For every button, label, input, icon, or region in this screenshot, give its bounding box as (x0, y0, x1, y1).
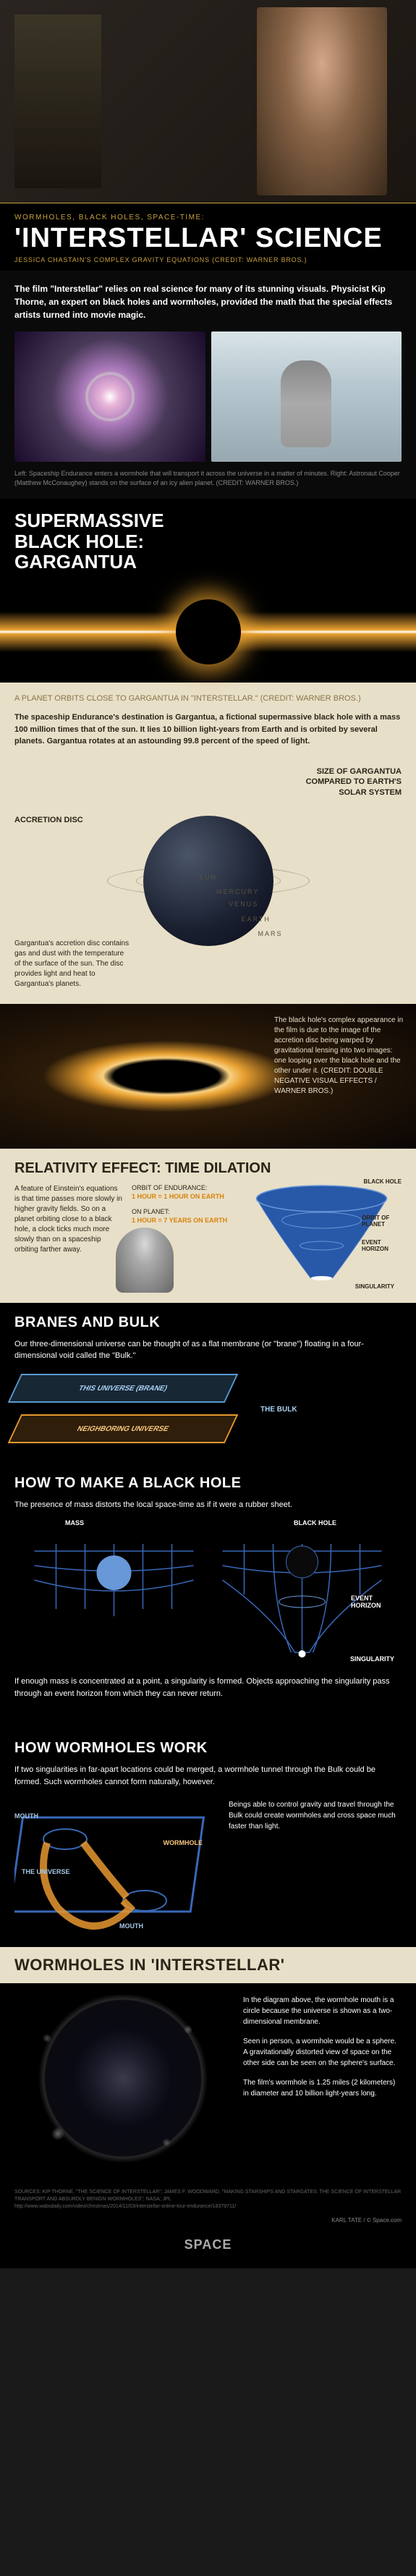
intro-section: The film "Interstellar" relies on real s… (0, 271, 416, 499)
footer-logo-text: SPACE (184, 2236, 232, 2254)
gargantua-title-2: BLACK HOLE: (14, 531, 144, 552)
label-singularity: SINGULARITY (350, 1655, 394, 1663)
gargantua-caption-section: A PLANET ORBITS CLOSE TO GARGANTUA IN "I… (0, 683, 416, 758)
make-bh-title: HOW TO MAKE A BLACK HOLE (14, 1475, 402, 1492)
label-mass: MASS (65, 1519, 84, 1526)
gargantua-header: SUPERMASSIVE BLACK HOLE: GARGANTUA (0, 499, 416, 581)
blackhole-lensing-image: The black hole's complex appearance in t… (0, 1004, 416, 1149)
accretion-description: Gargantua's accretion disc contains gas … (14, 939, 130, 989)
label-orbit-planet: ORBIT OF PLANET (362, 1215, 405, 1228)
label-event-horizon: EVENT HORIZON (351, 1595, 402, 1609)
label-venus: VENUS (229, 900, 258, 908)
accretion-disc-label: ACCRETION DISC (14, 816, 83, 824)
branes-title: BRANES AND BULK (14, 1314, 402, 1331)
main-title: 'INTERSTELLAR' SCIENCE (14, 224, 402, 252)
make-blackhole-section: HOW TO MAKE A BLACK HOLE The presence of… (0, 1464, 416, 1729)
label-mouth-top: MOUTH (14, 1812, 38, 1820)
wormhole-diagram: MOUTH MOUTH WORMHOLE THE UNIVERSE Beings… (14, 1799, 402, 1930)
interstellar-wh-section: In the diagram above, the wormhole mouth… (0, 1983, 416, 2180)
solar-comparison-diagram: SIZE OF GARGANTUA COMPARED TO EARTH'S SO… (0, 758, 416, 1004)
gargantua-title-1: SUPERMASSIVE (14, 510, 164, 531)
wh-p1: In the diagram above, the wormhole mouth… (243, 1995, 402, 2027)
fact1-label: ORBIT OF ENDURANCE: (132, 1184, 207, 1191)
make-bh-text2: If enough mass is concentrated at a poin… (14, 1676, 402, 1699)
wormholes-section: HOW WORMHOLES WORK If two singularities … (0, 1728, 416, 1947)
subtitle: JESSICA CHASTAIN'S COMPLEX GRAVITY EQUAT… (14, 256, 402, 263)
brane-this-universe: THIS UNIVERSE (BRANE) (8, 1374, 239, 1403)
relativity-title: RELATIVITY EFFECT: TIME DILATION (14, 1160, 402, 1177)
einstein-photo (116, 1228, 174, 1293)
fact2-label: ON PLANET: (132, 1208, 170, 1215)
branes-diagram: THIS UNIVERSE (BRANE) NEIGHBORING UNIVER… (14, 1374, 402, 1446)
label-event-horizon: EVENT HORIZON (362, 1239, 405, 1252)
branes-section: BRANES AND BULK Our three-dimensional un… (0, 1303, 416, 1464)
label-blackhole: BLACK HOLE (364, 1178, 402, 1185)
gargantua-description: The spaceship Endurance's destination is… (14, 711, 402, 748)
wh-p2: Seen in person, a wormhole would be a sp… (243, 2036, 402, 2069)
person-image (257, 7, 387, 195)
wormholes-text2: Beings able to control gravity and trave… (229, 1799, 402, 1930)
gargantua-sphere (143, 816, 273, 946)
title-bar: WORMHOLES, BLACK HOLES, SPACE-TIME: 'INT… (0, 203, 416, 271)
fact1-value: 1 HOUR = 1 HOUR ON EARTH (132, 1193, 224, 1200)
intro-images (14, 331, 402, 462)
label-mars: MARS (258, 930, 283, 937)
label-mercury: MERCURY (216, 888, 259, 895)
relativity-funnel-diagram: BLACK HOLE ORBIT OF PLANET EVENT HORIZON… (242, 1184, 402, 1285)
wormholes-title: HOW WORMHOLES WORK (14, 1740, 402, 1757)
label-mouth-bot: MOUTH (119, 1922, 143, 1930)
blackhole-formation-diagram: MASS BLACK HOLE EVENT HORIZON SINGULARIT… (14, 1522, 402, 1667)
gargantua-band-caption: A PLANET ORBITS CLOSE TO GARGANTUA IN "I… (14, 693, 402, 705)
wormholes-text1: If two singularities in far-apart locati… (14, 1764, 402, 1788)
relativity-text: A feature of Einstein's equations is tha… (14, 1184, 123, 1285)
relativity-section: RELATIVITY EFFECT: TIME DILATION A featu… (0, 1149, 416, 1303)
intro-text: The film "Interstellar" relies on real s… (14, 282, 402, 321)
footer-url: http://www.wabsdaily.com/video/christmas… (14, 2203, 402, 2210)
pretitle: WORMHOLES, BLACK HOLES, SPACE-TIME: (14, 214, 402, 221)
gargantua-title-3: GARGANTUA (14, 551, 137, 573)
label-singularity: SINGULARITY (355, 1283, 394, 1290)
footer-credit: KARL TATE / © Space.com (14, 2216, 402, 2224)
hero-photo (0, 0, 416, 203)
astronaut-image (211, 331, 402, 462)
interstellar-wh-text: In the diagram above, the wormhole mouth… (243, 1995, 402, 2169)
size-comparison-title: SIZE OF GARGANTUA COMPARED TO EARTH'S SO… (286, 767, 402, 798)
footer-sources: SOURCES: KIP THORNE, "THE SCIENCE OF INT… (14, 2189, 402, 2203)
fact2-value: 1 HOUR = 7 YEARS ON EARTH (132, 1217, 227, 1224)
blackhole-lensing-desc: The black hole's complex appearance in t… (274, 1015, 404, 1097)
interstellar-wh-header: WORMHOLES IN 'INTERSTELLAR' (0, 1947, 416, 1983)
make-bh-text1: The presence of mass distorts the local … (14, 1499, 402, 1511)
wh-p3: The film's wormhole is 1.25 miles (2 kil… (243, 2077, 402, 2099)
label-blackhole: BLACK HOLE (294, 1519, 336, 1526)
brane-neighboring: NEIGHBORING UNIVERSE (8, 1414, 239, 1443)
branes-text: Our three-dimensional universe can be th… (14, 1338, 402, 1362)
wormhole-image (14, 331, 205, 462)
label-wormhole: WORMHOLE (164, 1839, 203, 1846)
footer-logo: SPACE (14, 2236, 402, 2254)
label-earth: EARTH (242, 916, 271, 923)
label-universe: THE UNIVERSE (22, 1868, 70, 1875)
gargantua-image (0, 581, 416, 683)
interstellar-wh-title: WORMHOLES IN 'INTERSTELLAR' (14, 1956, 402, 1975)
label-sun: SUN (199, 874, 217, 881)
wormhole-sphere-image (14, 1995, 232, 2169)
footer: SOURCES: KIP THORNE, "THE SCIENCE OF INT… (0, 2180, 416, 2268)
intro-caption: Left: Spaceship Endurance enters a wormh… (14, 469, 402, 487)
bulk-label: THE BULK (260, 1406, 297, 1414)
